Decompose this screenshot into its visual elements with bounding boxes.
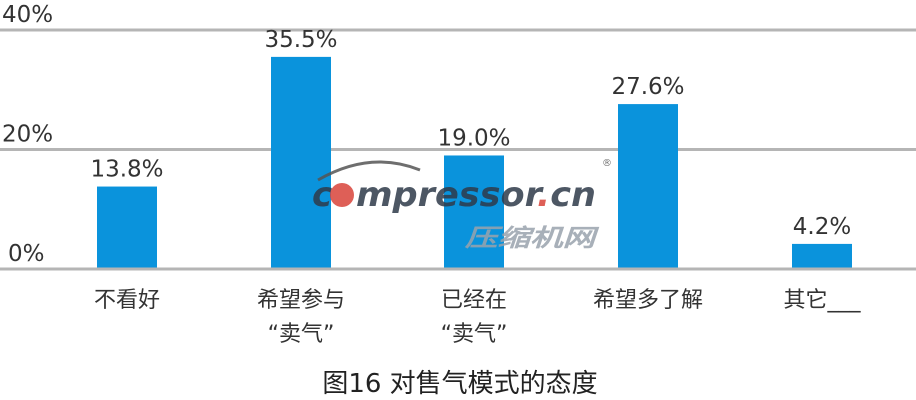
bar xyxy=(97,186,157,268)
y-tick-label: 40% xyxy=(2,2,53,28)
watermark-text-c: c xyxy=(312,175,332,215)
watermark-globe-icon xyxy=(330,183,354,207)
watermark-text: mpressor .cn xyxy=(356,175,596,215)
x-tick-label: 不看好 xyxy=(94,288,160,313)
bar xyxy=(271,56,331,268)
watermark-registered-mark: ® xyxy=(602,158,612,169)
watermark-arc xyxy=(317,160,421,182)
bar xyxy=(792,243,852,268)
x-tick-label: 其它___ xyxy=(783,288,861,313)
watermark-subtext: 压缩机网 xyxy=(464,224,601,252)
x-tick-label: 已经在 xyxy=(441,288,507,313)
x-tick-label: 希望多了解 xyxy=(593,288,703,313)
data-label: 27.6% xyxy=(611,74,684,100)
y-tick-label: 20% xyxy=(2,122,53,148)
x-tick-label: “卖气” xyxy=(268,322,335,347)
bar xyxy=(618,104,678,268)
bar xyxy=(444,155,504,268)
x-tick-label: “卖气” xyxy=(441,322,508,347)
x-tick-label: 希望参与 xyxy=(257,288,345,313)
y-tick-label: 0% xyxy=(8,241,45,267)
data-label: 35.5% xyxy=(264,27,337,53)
data-label: 4.2% xyxy=(793,214,851,240)
data-label: 13.8% xyxy=(90,157,163,183)
chart-title: 图16 对售气模式的态度 xyxy=(322,369,597,399)
data-label: 19.0% xyxy=(437,125,510,151)
watermark-logo: c mpressor .cn ® 压缩机网 xyxy=(312,158,612,252)
